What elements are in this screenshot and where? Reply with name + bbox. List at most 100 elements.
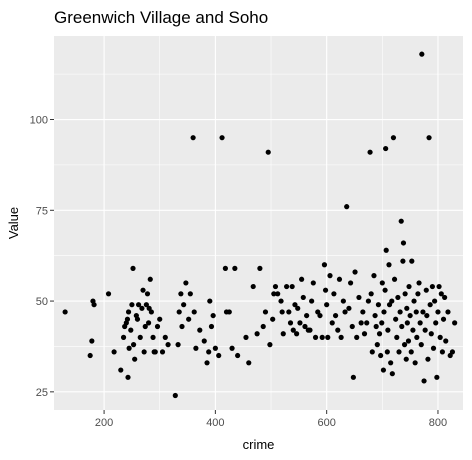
data-point <box>437 334 443 340</box>
data-point <box>271 291 277 297</box>
data-point <box>135 302 142 308</box>
data-point <box>436 283 442 290</box>
chart-title: Greenwich Village and Soho <box>54 8 268 27</box>
plot-panel <box>54 36 463 410</box>
data-point <box>430 345 437 351</box>
data-point <box>395 294 401 301</box>
data-point <box>157 316 163 322</box>
data-point <box>183 280 189 286</box>
data-point <box>383 247 389 253</box>
data-point <box>344 204 350 210</box>
data-point <box>405 338 412 344</box>
data-point <box>130 342 137 348</box>
data-point <box>125 374 131 380</box>
data-points <box>62 51 458 399</box>
data-point <box>229 345 235 351</box>
data-point <box>197 327 203 333</box>
data-point <box>389 371 395 377</box>
data-point <box>397 309 403 315</box>
data-point <box>165 342 171 348</box>
data-point <box>396 349 402 355</box>
x-tick-label: 600 <box>317 417 335 429</box>
data-point <box>204 360 210 366</box>
data-point <box>139 305 145 311</box>
data-point <box>368 291 374 297</box>
data-point <box>254 331 260 337</box>
data-point <box>142 323 148 330</box>
data-point <box>304 312 310 319</box>
data-point <box>280 331 286 337</box>
data-point <box>386 262 392 268</box>
data-point <box>250 283 256 290</box>
data-point <box>400 240 407 246</box>
data-point <box>299 276 305 282</box>
data-point <box>137 334 143 340</box>
data-point <box>372 312 378 319</box>
data-point <box>284 283 290 290</box>
data-point <box>124 316 131 322</box>
data-point <box>210 312 216 319</box>
data-point <box>144 291 151 297</box>
data-point <box>360 309 366 315</box>
data-point <box>134 316 141 322</box>
data-point <box>373 323 379 330</box>
y-tick-label: 25 <box>36 387 48 399</box>
data-point <box>371 273 377 279</box>
data-point <box>364 320 370 326</box>
data-point <box>403 356 409 362</box>
data-point <box>413 309 419 315</box>
data-point <box>270 316 276 322</box>
data-point <box>384 349 390 355</box>
data-point <box>439 349 446 355</box>
data-point <box>379 280 385 286</box>
data-point <box>350 374 356 380</box>
data-point <box>354 334 360 340</box>
data-point <box>246 360 252 366</box>
data-point <box>361 331 368 337</box>
data-point <box>143 302 149 308</box>
data-point <box>383 145 389 152</box>
data-point <box>159 349 166 355</box>
data-point <box>201 338 207 344</box>
data-point <box>407 312 413 319</box>
data-point <box>400 258 406 264</box>
data-point <box>389 298 395 304</box>
data-point <box>191 309 197 315</box>
data-point <box>257 265 263 271</box>
data-point <box>442 294 448 301</box>
data-point <box>294 331 300 337</box>
data-point <box>338 334 344 340</box>
data-point <box>331 291 337 297</box>
x-axis: 200 400 600 800 <box>95 410 447 429</box>
data-point <box>206 349 212 355</box>
data-point <box>317 312 323 319</box>
data-point <box>152 349 158 355</box>
data-point <box>321 262 328 268</box>
x-tick-label: 800 <box>429 417 447 429</box>
data-point <box>91 302 97 308</box>
data-point <box>433 320 439 326</box>
data-point <box>309 298 315 304</box>
data-point <box>128 327 134 333</box>
data-point <box>410 327 416 333</box>
data-point <box>147 276 153 282</box>
data-point <box>187 291 193 297</box>
data-point <box>418 342 424 348</box>
data-point <box>120 334 127 340</box>
data-point <box>207 298 213 304</box>
data-point <box>347 280 354 286</box>
x-tick-label: 200 <box>95 417 113 429</box>
data-point <box>145 320 152 326</box>
data-point <box>262 309 269 315</box>
data-point <box>358 320 364 326</box>
data-point <box>302 323 308 330</box>
data-point <box>342 309 348 315</box>
data-point <box>406 283 412 290</box>
data-point <box>409 258 415 264</box>
data-point <box>226 309 232 315</box>
data-point <box>420 309 426 315</box>
data-point <box>132 356 138 362</box>
data-point <box>89 338 95 344</box>
data-point <box>310 280 316 286</box>
